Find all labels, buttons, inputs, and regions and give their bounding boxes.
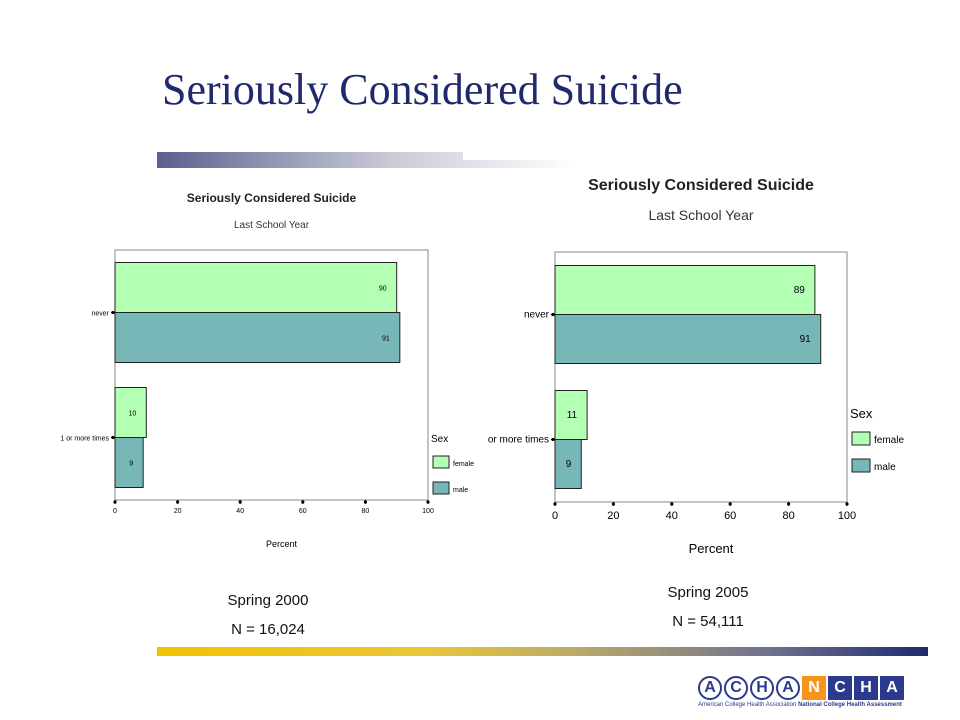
bar-female-1 — [114, 387, 147, 438]
logo-tagline: American College Health Association Nati… — [698, 702, 948, 708]
acha-ncha-logo: A C H A N C H A American College Health … — [698, 676, 948, 716]
bar-male-0 — [114, 312, 401, 363]
category-label: never — [91, 311, 109, 318]
x-tick-label: 100 — [422, 508, 434, 515]
logo-letter-c: C — [724, 676, 748, 700]
caption-spring-2005: Spring 2005 N = 54,111 — [598, 584, 818, 630]
x-tick-dot — [845, 502, 849, 506]
data-label: 10 — [129, 411, 137, 418]
legend-swatch-female — [851, 431, 871, 446]
title-underline-notch — [463, 152, 583, 160]
caption-spring-2005-n: N = 54,111 — [672, 613, 744, 630]
x-tick-label: 40 — [666, 510, 678, 522]
logo-box-h: H — [854, 676, 878, 700]
logo-box-a: A — [880, 676, 904, 700]
legend-label-male: male — [453, 487, 468, 494]
logo-tagline-right: National College Health Assessment — [798, 702, 902, 708]
chart-title: Seriously Considered Suicide — [187, 191, 357, 205]
category-tick-dot — [551, 312, 555, 317]
category-label: never — [524, 310, 550, 321]
caption-spring-2000-season: Spring 2000 — [227, 592, 309, 609]
x-tick-dot — [238, 500, 242, 504]
x-tick-dot — [553, 502, 557, 506]
category-tick-dot — [551, 437, 555, 442]
data-label: 11 — [567, 410, 578, 421]
x-axis-label: Percent — [266, 539, 298, 549]
slide-title: Seriously Considered Suicide — [162, 65, 683, 114]
bar-female-1 — [554, 390, 588, 440]
logo-tagline-left: American College Health Association — [698, 702, 797, 708]
bar-male-0 — [554, 314, 822, 364]
x-tick-dot — [787, 502, 791, 506]
data-label: 9 — [129, 461, 133, 468]
caption-spring-2005-season: Spring 2005 — [667, 584, 749, 601]
x-tick-label: 80 — [782, 510, 794, 522]
x-tick-dot — [113, 500, 117, 504]
x-tick-label: 60 — [724, 510, 736, 522]
x-tick-dot — [363, 500, 367, 504]
x-tick-label: 80 — [362, 508, 370, 515]
x-tick-label: 100 — [838, 510, 856, 522]
chart-spring-2005: Seriously Considered Suicide Last School … — [482, 168, 942, 563]
chart-spring-2000-svg: Seriously Considered Suicide Last School … — [60, 191, 474, 549]
x-tick-label: 0 — [552, 510, 558, 522]
x-tick-dot — [728, 502, 732, 506]
x-tick-dot — [176, 500, 180, 504]
logo-box-n: N — [802, 676, 826, 700]
legend-title: Sex — [431, 434, 448, 445]
bar-female-0 — [114, 262, 398, 313]
chart-title: Seriously Considered Suicide — [588, 177, 814, 194]
data-label: 9 — [566, 459, 572, 470]
chart-spring-2000: Seriously Considered Suicide Last School … — [48, 180, 488, 560]
x-tick-label: 60 — [299, 508, 307, 515]
bar-female-0 — [554, 265, 816, 315]
chart-subtitle: Last School Year — [648, 207, 753, 223]
data-label: 91 — [382, 336, 390, 343]
plot-frame — [114, 249, 429, 501]
logo-letter-h: H — [750, 676, 774, 700]
footer-rule — [157, 647, 928, 656]
x-tick-label: 20 — [607, 510, 619, 522]
legend-label-female: female — [453, 461, 474, 468]
logo-letter-a: A — [698, 676, 722, 700]
category-label: 1 or more times — [60, 436, 109, 443]
x-tick-dot — [301, 500, 305, 504]
logo-letters: A C H A N C H A — [698, 676, 948, 700]
data-label: 91 — [800, 334, 812, 345]
x-tick-dot — [611, 502, 615, 506]
plot-frame — [554, 251, 848, 503]
x-tick-label: 20 — [174, 508, 182, 515]
category-label: or more times — [488, 435, 549, 446]
x-axis-label: Percent — [689, 541, 734, 556]
bar-male-1 — [114, 437, 144, 488]
logo-box-c: C — [828, 676, 852, 700]
category-tick-dot — [111, 310, 115, 315]
legend-label-male: male — [874, 462, 896, 473]
legend-swatch-male — [432, 481, 450, 495]
data-label: 89 — [794, 285, 806, 296]
legend-swatch-male — [851, 458, 871, 473]
x-tick-dot — [426, 500, 430, 504]
logo-letter-a2: A — [776, 676, 800, 700]
legend-swatch-female — [432, 455, 450, 469]
caption-spring-2000-n: N = 16,024 — [231, 621, 305, 638]
x-tick-label: 0 — [113, 508, 117, 515]
data-label: 90 — [379, 286, 387, 293]
chart-subtitle: Last School Year — [234, 220, 310, 231]
bar-male-1 — [554, 439, 582, 489]
chart-spring-2005-svg: Seriously Considered Suicide Last School … — [488, 177, 905, 556]
caption-spring-2000: Spring 2000 N = 16,024 — [158, 592, 378, 638]
legend-label-female: female — [874, 435, 904, 446]
legend-title: Sex — [850, 406, 873, 421]
x-tick-label: 40 — [236, 508, 244, 515]
category-tick-dot — [111, 435, 115, 440]
x-tick-dot — [670, 502, 674, 506]
